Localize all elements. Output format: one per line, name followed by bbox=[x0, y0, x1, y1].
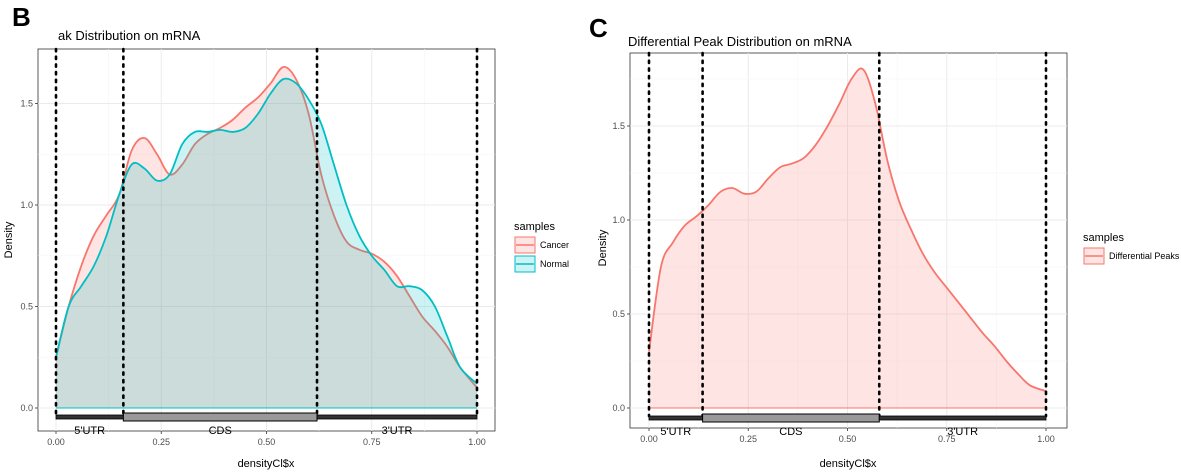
x-tick-label: 1.00 bbox=[1037, 434, 1055, 444]
y-tick-label: 0.5 bbox=[612, 309, 625, 319]
panel-b-y-axis-label: Density bbox=[3, 221, 15, 258]
region-bar-5utr bbox=[648, 415, 703, 421]
panel-c-x-axis-label: densityCl$x bbox=[820, 458, 877, 470]
area-fill-normal bbox=[56, 78, 477, 409]
panel-c-y-axis-label: Density bbox=[597, 229, 609, 266]
x-tick-label: 0.00 bbox=[47, 437, 65, 447]
y-tick-label: 1.0 bbox=[612, 215, 625, 225]
region-bar-5utr bbox=[55, 414, 124, 420]
density-line-normal bbox=[55, 77, 478, 385]
panel-c: C Differential Peak Distribution on mRNA… bbox=[589, 13, 1180, 470]
region-label: 5'UTR bbox=[660, 426, 691, 438]
panel-b-title: ak Distribution on mRNA bbox=[58, 28, 201, 43]
panel-c-legend: samples Differential Peaks bbox=[1083, 232, 1180, 265]
panel-b-boundaries bbox=[54, 47, 479, 417]
region-label: 5'UTR bbox=[74, 425, 105, 437]
density-line-differential-peaks bbox=[648, 67, 1047, 392]
region-bar-cds bbox=[122, 412, 318, 422]
region-label: 3'UTR bbox=[382, 425, 413, 437]
legend-label-differential-peaks: Differential Peaks bbox=[1109, 251, 1180, 261]
panel-b-y-ticks: 0.0 0.5 1.0 1.5 bbox=[20, 99, 38, 413]
density-line-cancer bbox=[55, 66, 478, 389]
panel-b-legend: samples Cancer Normal bbox=[514, 221, 569, 273]
panel-b-x-ticks: 0.00 0.25 0.50 0.75 1.00 bbox=[47, 431, 486, 447]
panel-b-areas bbox=[55, 66, 478, 409]
x-tick-label: 0.25 bbox=[152, 437, 170, 447]
region-label: CDS bbox=[779, 426, 802, 438]
x-tick-label: 0.00 bbox=[640, 434, 658, 444]
y-tick-label: 0.0 bbox=[612, 403, 625, 413]
y-tick-label: 0.0 bbox=[20, 403, 33, 413]
region-bar-3utr bbox=[878, 415, 1047, 421]
panel-b-legend-title: samples bbox=[514, 221, 555, 233]
x-tick-label: 0.50 bbox=[258, 437, 276, 447]
x-tick-label: 0.75 bbox=[363, 437, 381, 447]
x-tick-label: 1.00 bbox=[468, 437, 486, 447]
panel-b-x-axis-label: densityCl$x bbox=[238, 458, 295, 470]
area-fill-cancer bbox=[56, 66, 477, 408]
panel-c-title: Differential Peak Distribution on mRNA bbox=[628, 34, 852, 49]
panel-c-x-ticks: 0.00 0.25 0.50 0.75 1.00 bbox=[640, 428, 1055, 444]
panel-c-legend-title: samples bbox=[1083, 232, 1124, 244]
y-tick-label: 0.5 bbox=[20, 302, 33, 312]
region-bar-3utr bbox=[316, 414, 478, 420]
panel-c-boundaries bbox=[647, 51, 1048, 418]
region-bar-cds bbox=[702, 413, 880, 423]
y-tick-label: 1.0 bbox=[20, 200, 33, 210]
region-label: CDS bbox=[209, 425, 232, 437]
panel-c-region-bar: 5'UTR CDS 3'UTR bbox=[648, 413, 1047, 438]
legend-label-normal: Normal bbox=[540, 259, 569, 269]
panel-c-areas bbox=[648, 67, 1047, 409]
panel-b: B ak Distribution on mRNA 5'UTR CDS 3'UTR … bbox=[3, 2, 569, 470]
y-tick-label: 1.5 bbox=[612, 121, 625, 131]
area-fill-differential-peaks bbox=[649, 68, 1046, 408]
panel-c-label: C bbox=[589, 13, 608, 43]
region-label: 3'UTR bbox=[947, 426, 978, 438]
x-tick-label: 0.50 bbox=[839, 434, 857, 444]
panel-b-region-bar: 5'UTR CDS 3'UTR bbox=[55, 412, 478, 437]
x-tick-label: 0.25 bbox=[739, 434, 757, 444]
legend-label-cancer: Cancer bbox=[540, 240, 569, 250]
x-tick-label: 0.75 bbox=[938, 434, 956, 444]
panel-b-label: B bbox=[12, 2, 31, 32]
panel-c-y-ticks: 0.0 0.5 1.0 1.5 bbox=[612, 121, 630, 413]
y-tick-label: 1.5 bbox=[20, 99, 33, 109]
